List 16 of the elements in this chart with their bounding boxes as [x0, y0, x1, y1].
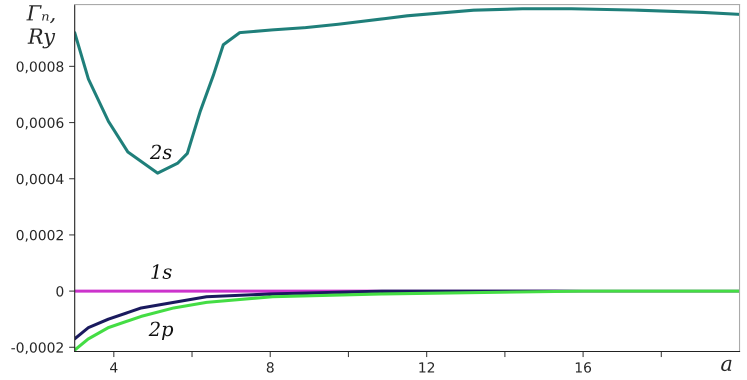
y-axis-title: Γₙ, Ry: [26, 5, 56, 48]
line-series: [74, 7, 740, 175]
y-tick-label: 0: [56, 286, 64, 297]
y-tick-label: 0,0008: [16, 61, 64, 74]
x-tick-label: 4: [110, 362, 118, 372]
series-label: 2p: [148, 322, 174, 340]
x-axis-title: a: [721, 360, 732, 372]
x-tick-label: 8: [266, 362, 274, 373]
x-tick-label: 16: [576, 362, 592, 373]
y-tick-label: 0,0006: [16, 118, 64, 130]
y-tick-label: 0,0002: [16, 230, 63, 242]
y-tick-label: 0,0004: [16, 174, 64, 186]
y-tick-label: -0,0002: [11, 342, 63, 354]
x-tick-label: 12: [419, 362, 434, 372]
series-label: 2s: [150, 144, 172, 160]
series-label: 1s: [151, 264, 172, 279]
